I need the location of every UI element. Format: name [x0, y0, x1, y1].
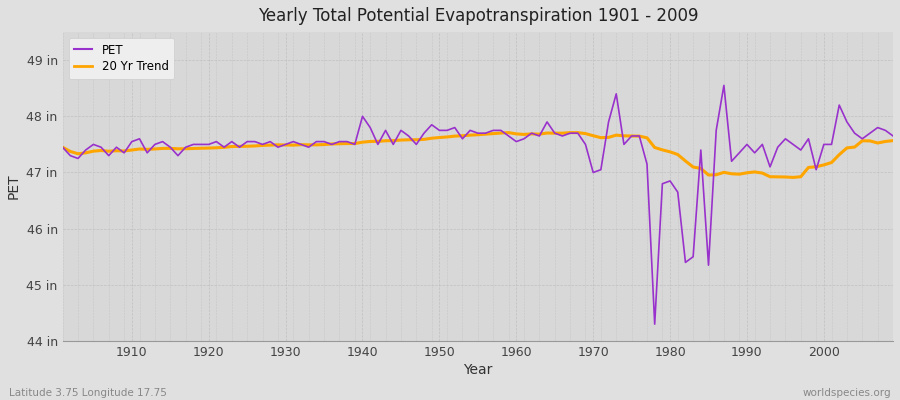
Title: Yearly Total Potential Evapotranspiration 1901 - 2009: Yearly Total Potential Evapotranspiratio…: [257, 7, 698, 25]
Y-axis label: PET: PET: [7, 174, 21, 199]
X-axis label: Year: Year: [464, 363, 492, 377]
Legend: PET, 20 Yr Trend: PET, 20 Yr Trend: [68, 38, 175, 79]
Text: worldspecies.org: worldspecies.org: [803, 388, 891, 398]
Text: Latitude 3.75 Longitude 17.75: Latitude 3.75 Longitude 17.75: [9, 388, 166, 398]
